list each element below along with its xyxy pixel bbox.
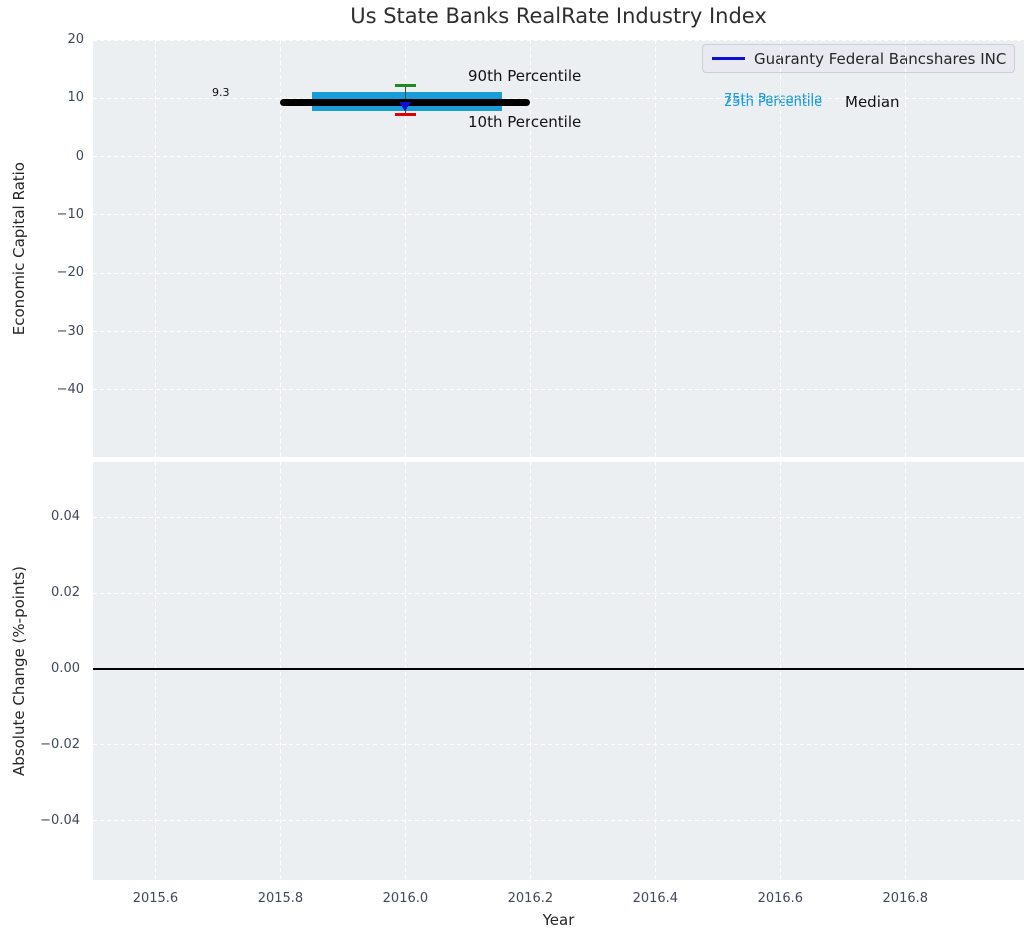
y-tick-label: 20 <box>67 32 84 47</box>
y-grid-line <box>93 820 1024 821</box>
zero-line <box>93 667 1024 670</box>
p10-cap <box>394 112 416 116</box>
y-grid-line <box>93 214 1024 216</box>
annotation-10th-percentile: 10th Percentile <box>468 113 582 131</box>
y-grid-line <box>93 592 1024 594</box>
x-grid-line <box>404 40 406 457</box>
y-grid-line <box>93 331 1024 333</box>
y-tick-label: 0 <box>75 148 84 164</box>
x-grid-line <box>279 40 281 457</box>
y-tick-label: −10 <box>56 206 84 222</box>
annotation-median: Median <box>845 93 900 111</box>
x-grid-line <box>154 40 156 457</box>
y-tick-label: −40 <box>56 381 84 397</box>
x-tick-label: 2016.2 <box>507 891 554 906</box>
annotation-90th-percentile: 90th Percentile <box>468 67 582 85</box>
y-grid-line <box>93 272 1024 274</box>
x-grid-line <box>779 40 781 457</box>
x-tick-label: 2016.8 <box>882 891 929 906</box>
y-grid-line <box>93 516 1024 518</box>
legend-box: Guaranty Federal Bancshares INC <box>702 44 1015 73</box>
top-y-axis-label: Economic Capital Ratio <box>10 161 28 336</box>
x-grid-line <box>154 462 156 880</box>
y-tick-label: 0.00 <box>51 660 80 676</box>
annotation-median-value: 9.3 <box>212 86 230 99</box>
x-grid-line <box>904 462 906 880</box>
top-axes-plot-area: 9.3 90th Percentile 10th Percentile 75th… <box>93 39 1024 457</box>
y-tick-label: −0.04 <box>40 812 80 828</box>
y-grid-line <box>93 39 1024 41</box>
x-tick-label: 2016.6 <box>757 891 804 906</box>
company-marker-icon <box>399 101 412 111</box>
x-grid-line <box>654 462 656 880</box>
y-tick-label: 10 <box>67 90 84 106</box>
y-grid-line <box>93 97 1024 99</box>
x-tick-label: 2015.6 <box>132 891 179 906</box>
annotation-75th-percentile: 75th Percentile <box>724 92 823 107</box>
y-grid-line <box>93 156 1024 158</box>
x-grid-line <box>529 462 531 880</box>
x-tick-label: 2016.4 <box>632 891 679 906</box>
y-tick-label: −20 <box>56 265 84 281</box>
x-grid-line <box>779 462 781 880</box>
x-grid-line <box>904 40 906 457</box>
x-axis-label: Year <box>542 911 575 929</box>
x-grid-line <box>529 40 531 457</box>
x-tick-label: 2015.8 <box>257 891 304 906</box>
x-tick-label: 2016.0 <box>382 891 429 906</box>
chart-title: Us State Banks RealRate Industry Index <box>350 4 767 28</box>
y-grid-line <box>93 389 1024 391</box>
y-tick-label: −0.02 <box>40 736 80 752</box>
x-grid-line <box>654 40 656 457</box>
legend-line-sample-icon <box>712 57 745 60</box>
p90-cap <box>394 83 416 87</box>
y-tick-label: 0.02 <box>51 585 80 601</box>
legend-label: Guaranty Federal Bancshares INC <box>754 49 1007 68</box>
bottom-axes-plot-area <box>93 462 1024 880</box>
y-tick-label: 0.04 <box>51 509 80 525</box>
y-tick-label: −30 <box>56 323 84 339</box>
y-grid-line <box>93 744 1024 746</box>
x-grid-line <box>279 462 281 880</box>
x-grid-line <box>404 462 406 880</box>
